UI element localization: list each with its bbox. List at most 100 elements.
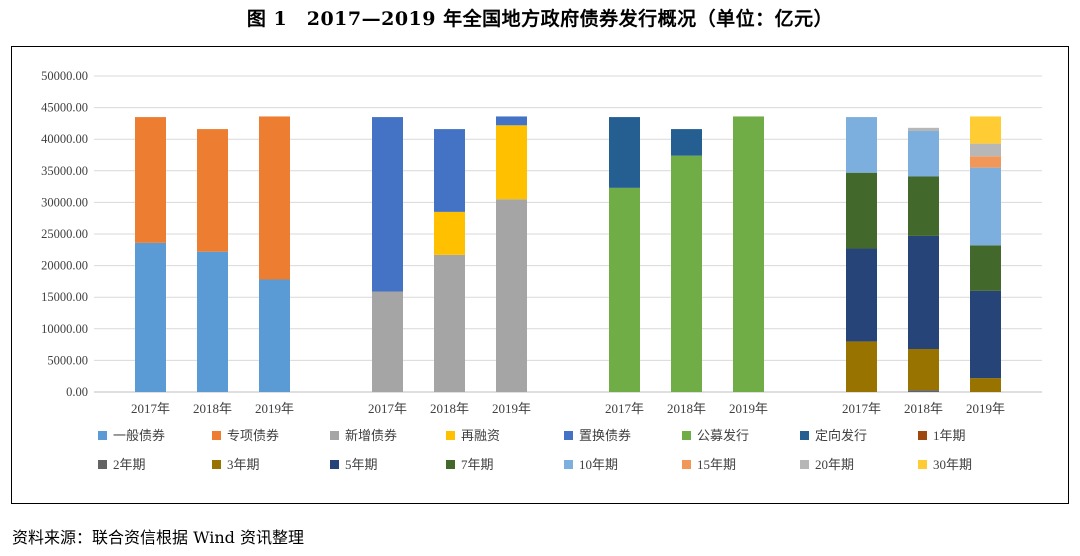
legend-label: 20年期 [815, 457, 854, 472]
legend-swatch [800, 460, 809, 469]
bar-segment [908, 349, 939, 391]
legend-swatch [446, 460, 455, 469]
bar-segment [970, 378, 1001, 392]
legend-swatch [446, 431, 455, 440]
y-tick-label: 25000.00 [41, 227, 88, 241]
legend-swatch [682, 460, 691, 469]
bar-segment [197, 129, 228, 252]
legend-label: 7年期 [461, 457, 494, 472]
legend-label: 3年期 [227, 457, 260, 472]
page-title: 图 1 2017—2019 年全国地方政府债券发行概况（单位：亿元） [246, 8, 834, 30]
legend-label: 15年期 [697, 457, 736, 472]
x-tick-label: 2017年 [368, 401, 407, 416]
x-axis-ticks: 2017年 2018年 2019年 2017年 2018年 2019年 2017年 2018年… [131, 401, 1005, 416]
bar-segment [372, 117, 403, 292]
y-axis-ticks: 0.00 5000.00 10000.00 15000.00 20000.00 25000… [41, 69, 88, 399]
y-tick-label: 0.00 [66, 385, 88, 399]
legend: 一般债券 专项债券 新增债券 再融资 置换债券 公募发行 定向发行 1年期 2年期 3年期 5年期 7… [98, 428, 972, 472]
legend-label: 置换债券 [579, 428, 631, 443]
bar-segment [970, 167, 1001, 246]
legend-swatch [212, 431, 221, 440]
y-tick-label: 30000.00 [41, 195, 88, 209]
bar-segment [434, 211, 465, 255]
bar-segment [970, 143, 1001, 157]
bar-segment [496, 199, 527, 392]
stacked-bar-chart: 0.00 5000.00 10000.00 15000.00 20000.00 25000… [41, 69, 1042, 472]
x-tick-label: 2019年 [255, 401, 294, 416]
chart-frame: 0.00 5000.00 10000.00 15000.00 20000.00 25000… [11, 46, 1069, 504]
y-tick-label: 20000.00 [41, 259, 88, 273]
x-tick-label: 2018年 [430, 401, 469, 416]
x-tick-label: 2018年 [193, 401, 232, 416]
bar-segment [671, 129, 702, 156]
legend-swatch [682, 431, 691, 440]
legend-label: 定向发行 [815, 428, 867, 443]
y-tick-label: 5000.00 [47, 353, 88, 367]
bar-segment [970, 245, 1001, 291]
bar-segment [671, 155, 702, 392]
bar-segment [609, 187, 640, 392]
y-tick-label: 15000.00 [41, 290, 88, 304]
legend-swatch [212, 460, 221, 469]
legend-swatch [98, 460, 107, 469]
legend-swatch [564, 431, 573, 440]
bar-segment [846, 117, 877, 173]
bar-segment [259, 279, 290, 392]
bar-segment [434, 254, 465, 392]
bar-segment [908, 127, 939, 131]
bar-segment [135, 242, 166, 392]
bar-segment [434, 129, 465, 212]
legend-swatch [98, 431, 107, 440]
legend-label: 公募发行 [697, 428, 749, 443]
legend-label: 一般债券 [113, 428, 165, 443]
legend-label: 1年期 [933, 428, 966, 443]
bar-segment [908, 235, 939, 350]
legend-label: 30年期 [933, 457, 972, 472]
legend-label: 新增债券 [345, 428, 397, 443]
x-tick-label: 2017年 [842, 401, 881, 416]
bar-segment [970, 156, 1001, 168]
x-tick-label: 2019年 [966, 401, 1005, 416]
x-tick-label: 2019年 [492, 401, 531, 416]
legend-swatch [330, 460, 339, 469]
bar-segment [970, 290, 1001, 379]
y-tick-label: 40000.00 [41, 132, 88, 146]
bar-segment [970, 116, 1001, 144]
legend-swatch [918, 460, 927, 469]
bar-segment [908, 390, 939, 392]
y-tick-label: 45000.00 [41, 101, 88, 115]
source-note: 资料来源：联合资信根据 Wind 资讯整理 [12, 528, 305, 547]
x-tick-label: 2018年 [667, 401, 706, 416]
bar-segment [496, 116, 527, 126]
bar-segment [908, 130, 939, 177]
bar-segment [496, 125, 527, 200]
bar-segment [197, 251, 228, 392]
bar-segment [846, 341, 877, 392]
bar-segment [846, 248, 877, 342]
bar-segment [609, 117, 640, 188]
legend-label: 5年期 [345, 457, 378, 472]
bar-segment [259, 116, 290, 280]
bars [135, 116, 1001, 392]
legend-label: 专项债券 [227, 428, 279, 443]
bar-segment [846, 172, 877, 249]
y-tick-label: 35000.00 [41, 164, 88, 178]
x-tick-label: 2018年 [904, 401, 943, 416]
gridlines [94, 75, 1042, 393]
x-tick-label: 2017年 [605, 401, 644, 416]
x-tick-label: 2017年 [131, 401, 170, 416]
legend-swatch [330, 431, 339, 440]
legend-label: 2年期 [113, 457, 146, 472]
legend-swatch [918, 431, 927, 440]
x-tick-label: 2019年 [729, 401, 768, 416]
legend-swatch [564, 460, 573, 469]
y-tick-label: 10000.00 [41, 322, 88, 336]
bar-segment [908, 176, 939, 236]
bar-segment [372, 291, 403, 392]
legend-label: 10年期 [579, 457, 618, 472]
legend-swatch [800, 431, 809, 440]
legend-label: 再融资 [461, 428, 500, 443]
bar-segment [135, 117, 166, 243]
bar-segment [733, 116, 764, 392]
y-tick-label: 50000.00 [41, 69, 88, 83]
